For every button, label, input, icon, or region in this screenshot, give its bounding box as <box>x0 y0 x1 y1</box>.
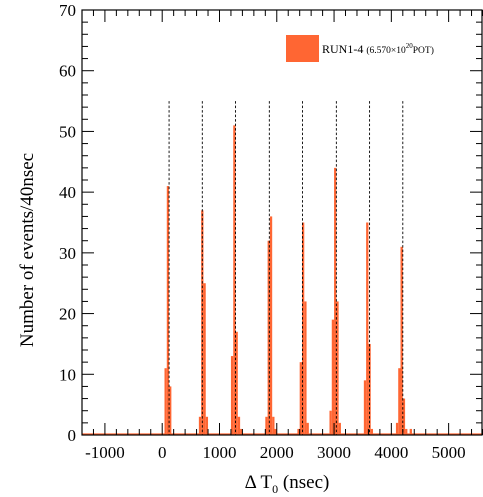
x-tick-label: 2000 <box>260 443 294 462</box>
histogram-bar <box>265 416 268 435</box>
histogram-bar <box>269 216 273 435</box>
y-tick-label: 50 <box>59 122 76 141</box>
ticks-layer <box>81 9 483 436</box>
histogram-bar <box>334 167 337 435</box>
y-tick-label: 60 <box>59 62 76 81</box>
x-axis-title-subscript: 0 <box>272 482 278 496</box>
x-tick-label: 4000 <box>374 443 408 462</box>
bunch-lines-layer <box>168 101 404 435</box>
x-axis-title: Δ T0 (nsec) <box>245 472 330 496</box>
y-tick-label: 0 <box>68 426 77 445</box>
bars-layer <box>82 125 483 436</box>
x-tick-label: 3000 <box>317 443 351 462</box>
histogram-bar <box>169 386 172 435</box>
histogram-bar <box>336 301 339 435</box>
histogram-bar <box>297 428 300 435</box>
tick-labels-layer: -1000 0 1000 2000 3000 4000 5000 0 10 20 30 40 50 60 7… <box>59 1 466 462</box>
histogram-bar <box>205 416 209 435</box>
x-tick-label: 1000 <box>202 443 236 462</box>
legend-label: RUN1-4 (6.570×1020POT) <box>322 42 434 56</box>
y-tick-label: 40 <box>59 183 76 202</box>
histogram-bar <box>299 362 302 435</box>
y-axis-title: Number of events/40nsec <box>17 153 38 347</box>
histogram-bar <box>301 222 305 435</box>
legend-swatch <box>286 35 319 62</box>
histogram-bar <box>203 283 206 435</box>
x-tick-label: 5000 <box>432 443 466 462</box>
histogram-bar <box>198 416 202 435</box>
histogram-bar <box>233 125 236 435</box>
y-tick-label: 20 <box>59 305 76 324</box>
legend-detail-close: POT) <box>413 45 434 56</box>
legend-detail-open: (6.570×10 <box>366 45 406 56</box>
x-axis-title-prefix: Δ T <box>245 472 273 493</box>
histogram-bar <box>409 428 412 435</box>
y-tick-label: 10 <box>59 365 76 384</box>
histogram-bar <box>272 416 275 435</box>
histogram-bar <box>370 428 374 435</box>
legend-main: RUN1-4 <box>322 42 363 56</box>
histogram-bar <box>235 331 238 435</box>
histogram-bar <box>267 240 270 435</box>
legend-detail-sup: 20 <box>406 42 414 50</box>
histogram-bar <box>274 428 277 435</box>
histogram-bar <box>164 368 167 435</box>
histogram-bar <box>363 380 367 435</box>
histogram-bar <box>237 416 241 435</box>
histogram-bar <box>166 186 170 435</box>
histogram-bar <box>338 422 341 435</box>
y-tick-label: 30 <box>59 244 76 263</box>
histogram-bar <box>230 356 234 435</box>
histogram-bar <box>304 301 307 435</box>
histogram-bar <box>240 428 243 435</box>
histogram-bar <box>398 368 401 435</box>
histogram-bar <box>400 246 403 435</box>
histogram-bar <box>306 422 309 435</box>
plot-frame <box>81 9 483 436</box>
histogram-bar <box>405 428 408 435</box>
histogram-bar <box>395 422 399 435</box>
x-tick-label: 0 <box>158 443 167 462</box>
x-tick-label: -1000 <box>85 443 125 462</box>
y-tick-label: 70 <box>59 1 76 20</box>
legend: RUN1-4 (6.570×1020POT) <box>286 35 434 62</box>
histogram-bar <box>402 398 406 435</box>
histogram-bar <box>366 222 369 435</box>
x-axis-title-suffix: (nsec) <box>278 472 329 493</box>
histogram-bar <box>329 410 332 435</box>
histogram-bar <box>331 319 335 435</box>
